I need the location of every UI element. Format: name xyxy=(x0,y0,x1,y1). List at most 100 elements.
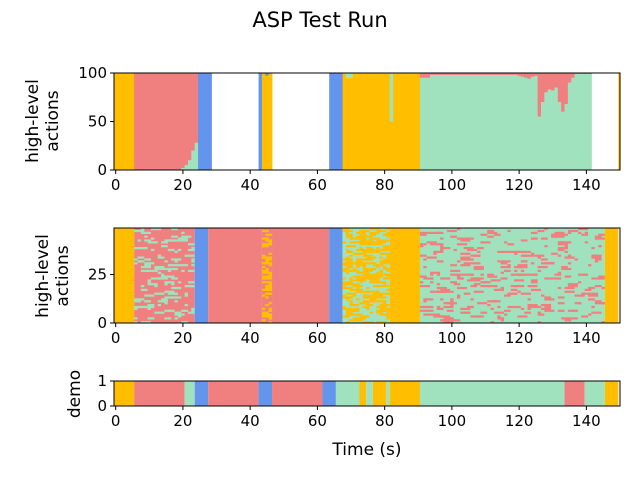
stack-segment xyxy=(433,73,438,75)
p2-xtick-label: 100 xyxy=(438,329,467,347)
stack-segment xyxy=(470,74,475,170)
grid-cell xyxy=(497,315,501,318)
grid-cell xyxy=(557,302,565,305)
grid-cell xyxy=(537,269,541,272)
grid-cell xyxy=(366,296,370,299)
grid-cell xyxy=(588,286,595,290)
grid-cell xyxy=(386,235,390,238)
grid-cell xyxy=(184,292,188,295)
grid-cell xyxy=(356,271,360,274)
grid-cell xyxy=(349,288,357,291)
stack-segment xyxy=(467,74,471,170)
grid-cell xyxy=(167,317,172,320)
grid-cell xyxy=(500,271,505,274)
grid-cell xyxy=(174,260,178,263)
grid-cell xyxy=(423,313,431,316)
grid-cell xyxy=(376,229,387,233)
panel-stacked-percentage: 0 20 40 60 80 100 120 140 0 50 100 high-level acti… xyxy=(23,64,621,194)
stack-segment xyxy=(376,73,381,170)
grid-cell xyxy=(423,300,427,303)
grid-cell xyxy=(561,233,568,236)
grid-cell xyxy=(601,277,605,280)
grid-cell xyxy=(362,235,367,238)
grid-cell xyxy=(342,241,346,244)
grid-cell xyxy=(147,317,155,320)
grid-cell xyxy=(524,254,535,257)
grid-cell xyxy=(497,279,501,282)
grid-cell xyxy=(349,279,360,282)
grid-cell xyxy=(517,273,528,276)
grid-cell xyxy=(181,235,192,238)
grid-cell xyxy=(362,279,367,282)
grid-cell xyxy=(164,302,168,305)
grid-cell xyxy=(463,262,471,265)
grid-cell xyxy=(154,269,158,272)
p3-segment-layer xyxy=(114,381,619,406)
stack-segment xyxy=(527,78,532,170)
grid-cell xyxy=(480,241,491,244)
grid-cell xyxy=(342,277,346,280)
grid-cell xyxy=(467,248,471,252)
stack-segment xyxy=(564,104,569,170)
grid-cell xyxy=(504,241,508,244)
grid-cell xyxy=(460,264,471,267)
grid-cell xyxy=(379,260,383,263)
grid-cell xyxy=(184,294,188,297)
grid-cell xyxy=(544,296,552,299)
stack-segment xyxy=(581,73,586,170)
grid-cell xyxy=(147,283,158,286)
grid-cell xyxy=(181,231,185,234)
stack-segment xyxy=(127,73,132,170)
stack-segment xyxy=(544,73,549,93)
stack-segment xyxy=(477,73,481,75)
grid-cell xyxy=(436,231,444,234)
grid-cell xyxy=(514,305,521,309)
grid-cell xyxy=(544,305,552,309)
grid-cell xyxy=(477,250,481,253)
grid-cell xyxy=(342,286,353,290)
grid-cell xyxy=(419,243,427,246)
grid-cell xyxy=(144,239,151,242)
grid-cell xyxy=(376,237,380,240)
grid-cell xyxy=(453,248,457,252)
p3-ytick-label: 0 xyxy=(97,397,107,415)
stack-segment xyxy=(517,73,522,76)
grid-cell xyxy=(440,288,451,291)
grid-cell xyxy=(554,277,562,280)
p1-axis-ticks: 0 20 40 60 80 100 120 140 0 50 100 xyxy=(78,64,600,194)
stack-segment xyxy=(396,73,401,170)
grid-cell xyxy=(440,237,444,240)
grid-cell xyxy=(571,317,578,320)
stack-segment xyxy=(567,82,572,170)
grid-cell xyxy=(557,271,562,274)
grid-cell xyxy=(450,273,454,276)
grid-cell xyxy=(164,281,175,284)
grid-cell xyxy=(446,309,454,312)
stack-segment xyxy=(534,73,539,76)
grid-cell xyxy=(140,288,148,291)
grid-cell xyxy=(460,256,471,259)
demo-segment xyxy=(389,381,420,406)
p1-ylabel-line2: actions xyxy=(43,90,63,151)
grid-cell xyxy=(161,241,168,244)
grid-cell xyxy=(161,245,168,248)
p2-xtick-label: 80 xyxy=(375,329,394,347)
grid-cell xyxy=(520,307,525,310)
grid-cell xyxy=(261,245,266,248)
grid-cell xyxy=(598,245,602,248)
demo-segment xyxy=(386,381,390,406)
grid-cell xyxy=(356,258,363,261)
stack-segment xyxy=(181,73,186,169)
grid-cell xyxy=(598,275,605,278)
stack-segment xyxy=(345,73,350,78)
stack-segment xyxy=(345,77,350,170)
stack-segment xyxy=(150,73,155,170)
grid-segment xyxy=(194,228,209,323)
grid-cell xyxy=(557,243,565,246)
grid-cell xyxy=(490,321,494,324)
grid-cell xyxy=(265,267,269,271)
grid-cell xyxy=(134,298,145,301)
grid-cell xyxy=(268,281,273,284)
grid-cell xyxy=(470,298,474,301)
grid-cell xyxy=(140,247,148,250)
